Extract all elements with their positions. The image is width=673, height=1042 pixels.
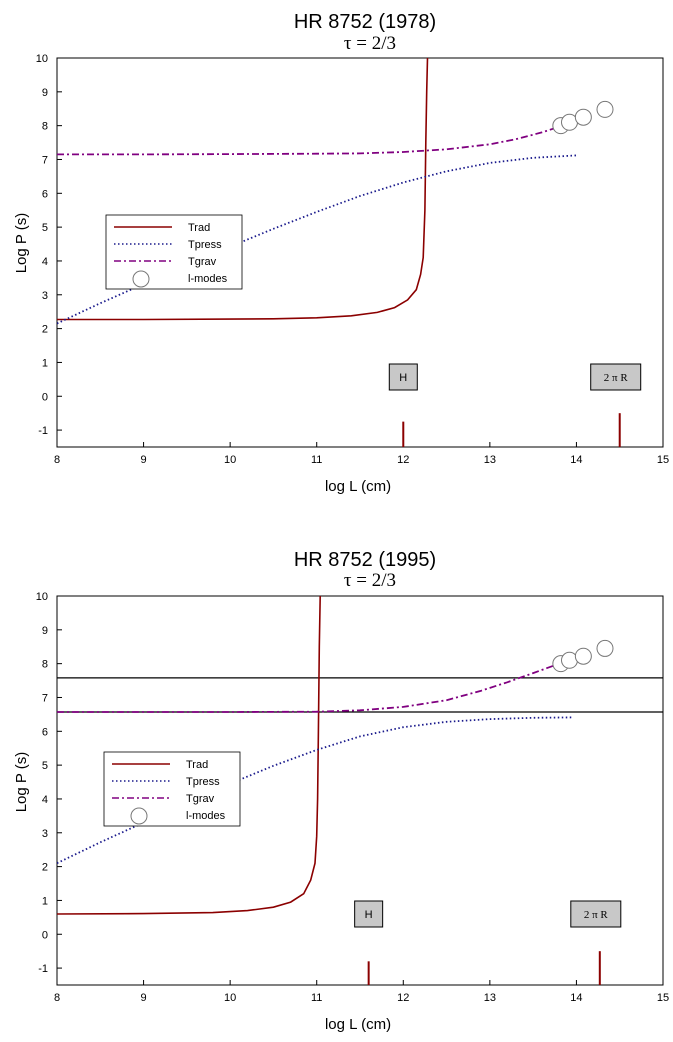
y-tick-label: 3 [42, 290, 48, 302]
series-tgrav-line [57, 123, 569, 156]
annotation-label: 2 π R [584, 909, 609, 921]
x-tick-label: 12 [397, 992, 409, 1004]
legend-label: Tgrav [186, 793, 215, 805]
y-tick-label: 10 [36, 53, 48, 65]
annotation-box [354, 900, 384, 928]
legend-label: Trad [186, 759, 208, 771]
y-tick-label: 1 [42, 357, 48, 369]
y-tick-label: 2 [42, 862, 48, 874]
y-tick-label: 8 [42, 659, 48, 671]
x-tick-label: 10 [224, 454, 236, 466]
y-tick-label: 9 [42, 87, 48, 99]
x-tick-label: 8 [54, 454, 60, 466]
x-tick-label: 12 [397, 454, 409, 466]
plot-frame [56, 57, 664, 448]
legend-label: l-modes [186, 810, 226, 822]
y-tick-label: 9 [42, 625, 48, 637]
x-tick-label: 13 [484, 992, 496, 1004]
x-tick-label: 9 [141, 992, 147, 1004]
l-modes-point [574, 647, 592, 665]
chart-panel-1995: HR 8752 (1995) τ = 2/3 log L (cm) Log P … [13, 549, 669, 1033]
y-tick-label: 0 [42, 929, 48, 941]
plot-frame [56, 595, 664, 986]
y-tick-label: 6 [42, 726, 48, 738]
y-tick-label: 8 [42, 121, 48, 133]
y-tick-label: -1 [38, 425, 48, 437]
x-tick-label: 8 [54, 992, 60, 1004]
l-modes-point [596, 100, 614, 118]
y-tick-label: 7 [42, 154, 48, 166]
legend-label: Tpress [188, 239, 222, 251]
y-tick-label: 6 [42, 188, 48, 200]
legend-marker [130, 807, 148, 825]
x-tick-label: 14 [570, 992, 582, 1004]
y-tick-label: 5 [42, 222, 48, 234]
x-tick-label: 10 [224, 992, 236, 1004]
chart-title: HR 8752 (1978) [294, 11, 436, 33]
y-tick-label: 4 [42, 794, 48, 806]
y-tick-label: -1 [38, 963, 48, 975]
annotation-label: H [399, 372, 407, 384]
l-modes-point [574, 108, 592, 126]
x-tick-label: 9 [141, 454, 147, 466]
y-tick-label: 10 [36, 591, 48, 603]
x-axis-label: log L (cm) [325, 1016, 391, 1033]
series-trad-line [57, 596, 321, 915]
annotation-label: 2 π R [604, 372, 629, 384]
y-tick-label: 7 [42, 692, 48, 704]
annotation-box [570, 900, 622, 928]
legend-label: Tpress [186, 776, 220, 788]
annotation-box [590, 363, 642, 391]
chart-subtitle: τ = 2/3 [344, 570, 396, 591]
legend-marker [132, 270, 150, 288]
x-tick-label: 15 [657, 454, 669, 466]
y-tick-label: 4 [42, 256, 48, 268]
x-tick-label: 13 [484, 454, 496, 466]
chart-title: HR 8752 (1995) [294, 549, 436, 571]
legend-label: l-modes [188, 273, 228, 285]
x-tick-label: 11 [311, 992, 322, 1004]
x-tick-label: 14 [570, 454, 582, 466]
y-axis-label: Log P (s) [13, 752, 30, 813]
series-tpress-line [57, 716, 573, 865]
legend-label: Tgrav [188, 256, 217, 268]
series-tgrav-line [57, 662, 560, 713]
y-tick-label: 3 [42, 828, 48, 840]
y-tick-label: 2 [42, 324, 48, 336]
annotation-box [388, 363, 418, 391]
x-tick-label: 15 [657, 992, 669, 1004]
y-tick-label: 5 [42, 760, 48, 772]
x-tick-label: 11 [311, 454, 322, 466]
legend-label: Trad [188, 222, 210, 234]
y-tick-label: 1 [42, 895, 48, 907]
y-axis-label: Log P (s) [13, 213, 30, 274]
y-tick-label: 0 [42, 391, 48, 403]
l-modes-point [596, 639, 614, 657]
chart-panel-1978: HR 8752 (1978) τ = 2/3 log L (cm) Log P … [13, 11, 669, 495]
chart-subtitle: τ = 2/3 [344, 33, 396, 54]
annotation-label: H [365, 909, 373, 921]
x-axis-label: log L (cm) [325, 478, 391, 495]
